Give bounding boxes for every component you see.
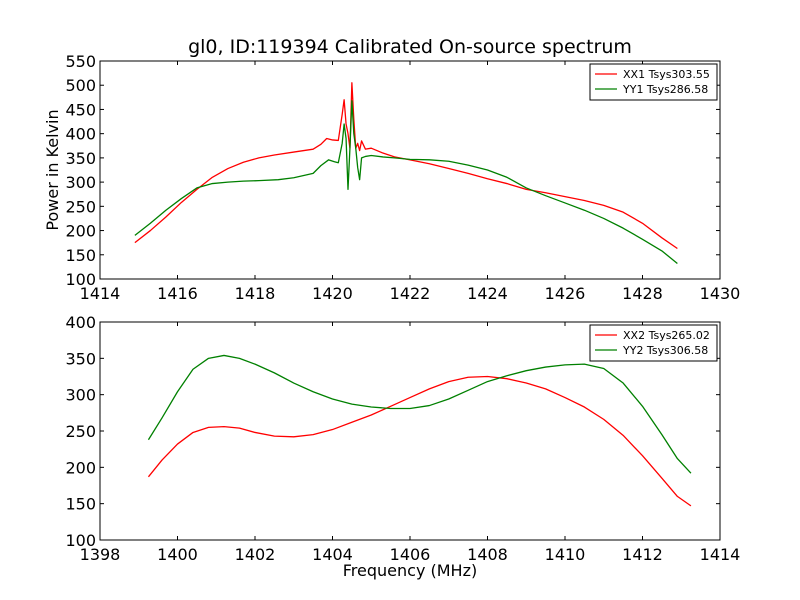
top-y-tick-label: 350 (65, 149, 96, 168)
top-y-tick-label: 150 (65, 246, 96, 265)
top-y-tick-label: 250 (65, 197, 96, 216)
bottom-y-tick-label: 200 (65, 458, 96, 477)
top-plot-frame (99, 60, 721, 280)
chart-title: gl0, ID:119394 Calibrated On-source spec… (188, 36, 632, 58)
top-x-tick-label: 1428 (622, 284, 663, 303)
bottom-x-tick-label: 1414 (700, 545, 741, 564)
top-ticks-layer: 1414 1416 1418 1420 1422 1424 1426 1428 1430 100 1… (65, 52, 740, 303)
bottom-x-tick-label: 1410 (545, 545, 586, 564)
y-axis-label: Power in Kelvin (43, 109, 62, 230)
bottom-x-tick-label: 1408 (467, 545, 508, 564)
bottom-x-tick-label: 1412 (622, 545, 663, 564)
bottom-legend-box (589, 324, 718, 362)
top-x-tick-label: 1414 (80, 284, 121, 303)
bottom-legend-label-yy2: YY2 Tsys306.58 (622, 344, 708, 357)
top-spectrum-panel: gl0, ID:119394 Calibrated On-source spec… (43, 36, 740, 303)
top-legend: XX1 Tsys303.55 YY1 Tsys286.58 (589, 63, 718, 101)
bottom-y-tick-label: 250 (65, 422, 96, 441)
bottom-y-tick-label: 300 (65, 386, 96, 405)
top-y-tick-label: 550 (65, 52, 96, 71)
top-y-tick-label: 500 (65, 76, 96, 95)
top-x-tick-label: 1422 (390, 284, 431, 303)
top-x-tick-label: 1418 (235, 284, 276, 303)
top-x-tick-label: 1420 (312, 284, 353, 303)
bottom-x-tick-label: 1402 (235, 545, 276, 564)
bottom-x-tick-label: 1400 (157, 545, 198, 564)
bottom-spectrum-panel: Frequency (MHz) 1398 1400 1402 1404 1406 1408… (65, 313, 740, 580)
bottom-x-tick-label: 1406 (390, 545, 431, 564)
bottom-y-tick-label: 350 (65, 349, 96, 368)
x-axis-label: Frequency (MHz) (343, 561, 477, 580)
top-y-tick-label: 300 (65, 173, 96, 192)
top-x-tick-label: 1430 (700, 284, 741, 303)
top-series-layer (134, 82, 678, 265)
top-legend-label-yy1: YY1 Tsys286.58 (622, 83, 708, 96)
bottom-plot-frame (99, 321, 721, 541)
top-legend-box (589, 63, 718, 101)
top-y-tick-label: 200 (65, 222, 96, 241)
bottom-series-line-xx2 (147, 375, 692, 507)
bottom-y-tick-label: 150 (65, 495, 96, 514)
top-y-tick-label: 400 (65, 125, 96, 144)
bottom-legend-label-xx2: XX2 Tsys265.02 (623, 329, 710, 342)
bottom-y-tick-label: 400 (65, 313, 96, 332)
bottom-series-line-yy2 (147, 354, 692, 474)
top-x-tick-label: 1424 (467, 284, 508, 303)
bottom-y-tick-label: 100 (65, 531, 96, 550)
top-x-tick-label: 1426 (545, 284, 586, 303)
top-series-line-yy1 (134, 100, 678, 265)
top-y-tick-label: 450 (65, 100, 96, 119)
top-x-tick-label: 1416 (157, 284, 198, 303)
bottom-x-tick-label: 1398 (80, 545, 121, 564)
top-series-line-xx1 (134, 82, 678, 250)
top-legend-label-xx1: XX1 Tsys303.55 (623, 68, 710, 81)
bottom-legend: XX2 Tsys265.02 YY2 Tsys306.58 (589, 324, 718, 362)
top-y-tick-label: 100 (65, 270, 96, 289)
bottom-ticks-layer: 1398 1400 1402 1404 1406 1408 1410 1412 1414 100 1… (65, 313, 740, 564)
bottom-series-layer (147, 354, 692, 507)
bottom-x-tick-label: 1404 (312, 545, 353, 564)
